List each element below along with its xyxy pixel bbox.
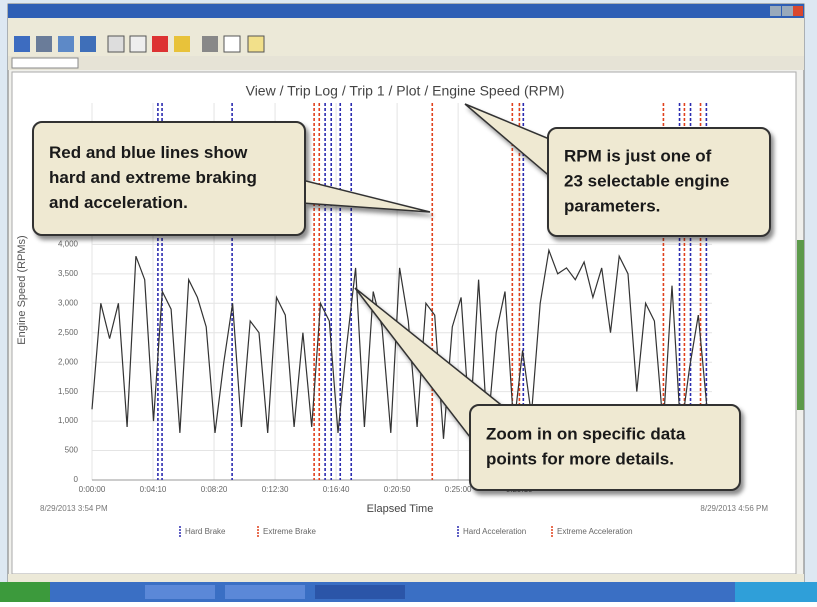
tool-button[interactable] (108, 36, 124, 52)
callout-text: RPM is just one of (564, 146, 712, 165)
x-tick-label: 0:00:00 (79, 485, 106, 494)
minimize[interactable] (770, 6, 781, 16)
callout-text: and acceleration. (49, 193, 188, 212)
start-button[interactable] (0, 582, 50, 602)
y-tick-label: 1,000 (58, 416, 79, 425)
y-tick-label: 2,000 (58, 357, 79, 366)
secondary-toolbar (8, 56, 804, 70)
x-tick-label: 0:04:10 (140, 485, 167, 494)
tool-button[interactable] (202, 36, 218, 52)
x-axis-label: Elapsed Time (367, 503, 434, 515)
tray (735, 582, 817, 602)
x-tick-label: 0:08:20 (201, 485, 228, 494)
y-tick-label: 4,000 (58, 239, 79, 248)
tool-button[interactable] (248, 36, 264, 52)
scrollbar[interactable] (797, 240, 804, 410)
callout-text: Red and blue lines show (49, 143, 248, 162)
callout-text: hard and extreme braking (49, 168, 257, 187)
x-tick-label: 0:16:40 (323, 485, 350, 494)
legend-label: Hard Acceleration (463, 527, 526, 536)
y-tick-label: 3,500 (58, 269, 79, 278)
y-tick-label: 500 (65, 446, 79, 455)
callout-text: Zoom in on specific data (486, 424, 686, 443)
end-time: 8/29/2013 4:56 PM (700, 504, 768, 513)
tool-button[interactable] (36, 36, 52, 52)
tool-button[interactable] (80, 36, 96, 52)
start-time: 8/29/2013 3:54 PM (40, 504, 108, 513)
legend-label: Extreme Acceleration (557, 527, 633, 536)
y-tick-label: 2,500 (58, 328, 79, 337)
screen: View / Trip Log / Trip 1 / Plot / Engine… (0, 0, 817, 602)
tool-button[interactable] (152, 36, 168, 52)
maximize[interactable] (782, 6, 793, 16)
taskbar (0, 582, 817, 602)
tool-button[interactable] (14, 36, 30, 52)
x-tick-label: 0:25:00 (445, 485, 472, 494)
y-tick-label: 1,500 (58, 387, 79, 396)
legend-label: Hard Brake (185, 527, 226, 536)
callout-text: points for more details. (486, 449, 674, 468)
callout-text: parameters. (564, 196, 660, 215)
task-button[interactable] (145, 585, 215, 599)
menu-bar (8, 18, 804, 30)
status-bar (8, 574, 804, 582)
chart-title: View / Trip Log / Trip 1 / Plot / Engine… (246, 83, 565, 99)
tool-button[interactable] (58, 36, 74, 52)
task-button[interactable] (315, 585, 405, 599)
y-axis-label: Engine Speed (RPMs) (16, 235, 28, 344)
y-tick-label: 0 (74, 475, 79, 484)
title-bar (8, 4, 804, 18)
tool-button[interactable] (130, 36, 146, 52)
y-tick-label: 3,000 (58, 298, 79, 307)
x-tick-label: 0:12:30 (262, 485, 289, 494)
toolbar (8, 30, 804, 56)
tool-button[interactable] (224, 36, 240, 52)
dropdown[interactable] (12, 58, 78, 68)
task-button[interactable] (225, 585, 305, 599)
x-tick-label: 0:20:50 (384, 485, 411, 494)
legend-label: Extreme Brake (263, 527, 316, 536)
tool-button[interactable] (174, 36, 190, 52)
callout-box (470, 405, 740, 490)
callout-text: 23 selectable engine (564, 171, 729, 190)
close[interactable] (793, 6, 803, 16)
